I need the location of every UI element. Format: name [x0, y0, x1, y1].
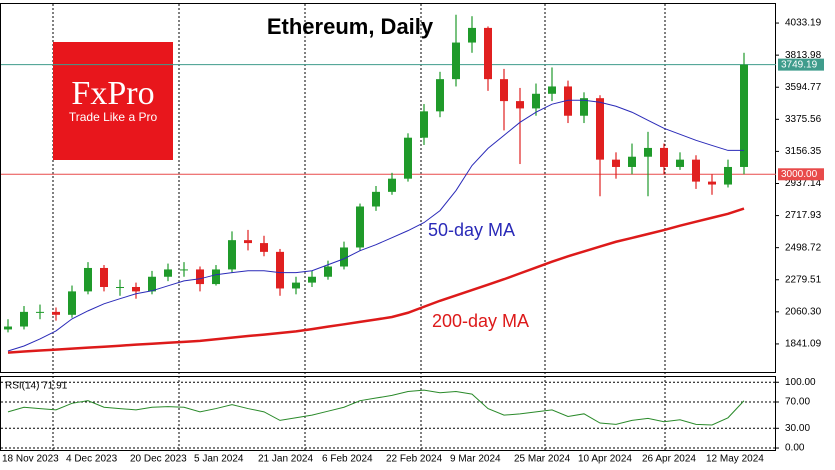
candle-body — [132, 286, 140, 292]
candle-body — [740, 64, 748, 167]
x-tick-label: 10 Apr 2024 — [578, 454, 632, 465]
brand-name: FxPro — [71, 75, 154, 112]
candle-body — [292, 282, 300, 289]
brand-logo — [53, 42, 173, 160]
rsi-title: RSI(14) 71.91 — [5, 381, 68, 392]
x-tick-label: 26 Apr 2024 — [642, 454, 696, 465]
moving-average-line — [7, 99, 744, 352]
y-tick-label: 70.00 — [785, 397, 810, 408]
candle-body — [180, 269, 188, 271]
y-tick-label: 3156.35 — [785, 146, 822, 157]
x-tick-label: 22 Feb 2024 — [386, 454, 443, 465]
rsi-panel — [0, 376, 776, 451]
candle-body — [532, 93, 540, 109]
candle-body — [148, 276, 156, 292]
candle-body — [612, 159, 620, 167]
candle-body — [644, 147, 652, 157]
x-tick-label: 12 May 2024 — [706, 454, 764, 465]
candle-body — [516, 101, 524, 109]
candle-body — [468, 27, 476, 43]
y-tick-label: 3594.77 — [785, 82, 822, 93]
candle-body — [500, 79, 508, 102]
y-tick-label: 2060.30 — [785, 306, 822, 317]
y-tick-label: 2717.93 — [785, 210, 822, 221]
y-tick-label: 2937.14 — [785, 178, 822, 189]
series-label: 50-day MA — [428, 220, 515, 240]
x-tick-label: 4 Dec 2023 — [66, 454, 118, 465]
candle-body — [4, 326, 12, 330]
candle-body — [452, 42, 460, 80]
candle-body — [388, 178, 396, 192]
candle-body — [244, 240, 252, 244]
candle-body — [420, 111, 428, 138]
chart-title: Ethereum, Daily — [267, 14, 434, 39]
candle-body — [68, 291, 76, 315]
candle-body — [308, 276, 316, 283]
x-tick-label: 21 Jan 2024 — [258, 454, 313, 465]
candle-body — [596, 98, 604, 160]
candle-body — [36, 311, 44, 313]
candle-body — [436, 79, 444, 112]
x-tick-label: 5 Jan 2024 — [194, 454, 244, 465]
candle-body — [276, 251, 284, 289]
x-tick-label: 25 Mar 2024 — [514, 454, 571, 465]
candle-body — [708, 181, 716, 185]
series-label: 200-day MA — [432, 311, 529, 331]
candle-body — [52, 311, 60, 315]
brand-tagline: Trade Like a Pro — [69, 110, 158, 124]
candle-body — [564, 86, 572, 116]
candle-body — [324, 266, 332, 277]
candle-body — [404, 137, 412, 179]
y-tick-label: 3375.56 — [785, 114, 822, 125]
x-tick-label: 6 Feb 2024 — [322, 454, 373, 465]
candle-body — [692, 159, 700, 182]
y-tick-label: 100.00 — [785, 377, 816, 388]
rsi-line — [7, 389, 745, 426]
candle-body — [84, 267, 92, 292]
candle-body — [676, 159, 684, 167]
candle-body — [372, 191, 380, 207]
candle-body — [196, 269, 204, 285]
candle-body — [340, 247, 348, 267]
x-tick-label: 18 Nov 2023 — [2, 454, 59, 465]
y-tick-label: 2498.72 — [785, 242, 822, 253]
price-label-box — [778, 58, 824, 71]
candle-body — [164, 269, 172, 277]
x-tick-label: 9 Mar 2024 — [450, 454, 501, 465]
price-label-box — [778, 168, 824, 181]
candle-body — [580, 98, 588, 116]
candle-body — [260, 243, 268, 252]
candle-body — [100, 267, 108, 287]
candle-body — [628, 156, 636, 167]
price-label: 3749.19 — [781, 59, 818, 70]
candle-body — [484, 27, 492, 80]
x-tick-label: 20 Dec 2023 — [130, 454, 187, 465]
candle-body — [228, 240, 236, 270]
y-tick-label: 1841.09 — [785, 339, 822, 350]
price-label: 3000.00 — [781, 169, 818, 180]
y-tick-label: 3813.98 — [785, 50, 822, 61]
moving-average-line — [7, 207, 745, 354]
candle-body — [724, 166, 732, 185]
candle-body — [548, 86, 556, 94]
y-tick-label: 2279.51 — [785, 274, 822, 285]
candle-body — [356, 206, 364, 248]
candle-body — [660, 147, 668, 167]
y-tick-label: 4033.19 — [785, 18, 822, 29]
candle-body — [116, 286, 124, 288]
candle-body — [20, 311, 28, 327]
y-tick-label: 30.00 — [785, 423, 810, 434]
y-tick-label: 0.00 — [785, 443, 805, 454]
candle-body — [212, 269, 220, 285]
